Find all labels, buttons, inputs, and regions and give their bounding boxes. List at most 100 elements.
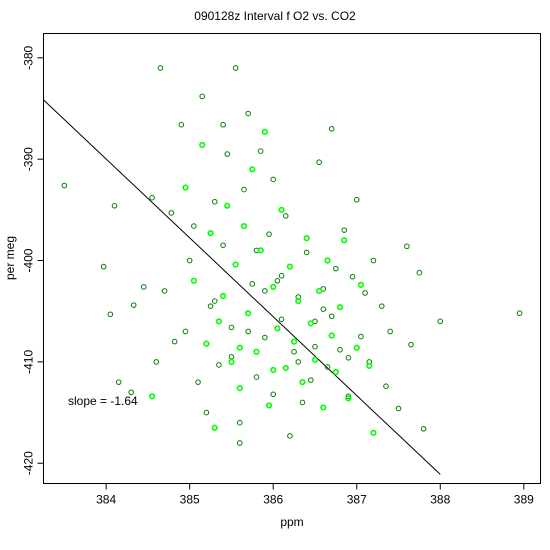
x-tick-label: 386 — [263, 493, 283, 507]
data-point-bright — [236, 385, 243, 392]
data-point — [349, 273, 356, 280]
data-point-bright — [261, 128, 268, 135]
data-point — [236, 419, 243, 426]
data-point-bright — [203, 340, 210, 347]
data-point — [203, 409, 210, 416]
data-point — [211, 198, 218, 205]
data-point-bright — [182, 184, 189, 191]
chart-title: 090128z Interval f O2 vs. CO2 — [194, 9, 356, 23]
data-point-bright — [324, 257, 331, 264]
data-point — [257, 148, 264, 154]
data-point — [262, 334, 268, 341]
data-point — [168, 210, 175, 216]
y-tick-label: -420 — [22, 451, 36, 475]
data-point — [437, 318, 444, 325]
data-point-bright — [257, 247, 264, 254]
data-point — [387, 328, 393, 335]
data-point — [153, 359, 160, 365]
data-point-bright — [303, 235, 310, 242]
data-point-bright — [270, 366, 277, 374]
x-tick-label: 389 — [514, 493, 534, 507]
x-tick-label: 388 — [430, 493, 450, 507]
data-point — [199, 93, 206, 100]
x-axis-label: ppm — [280, 515, 303, 529]
data-point — [253, 374, 260, 380]
data-point-bright — [240, 222, 248, 230]
data-point — [299, 399, 306, 406]
data-point — [140, 284, 147, 290]
data-point-bright — [345, 395, 352, 402]
data-point — [171, 338, 178, 345]
data-point-bright — [278, 206, 285, 213]
data-point — [316, 159, 322, 166]
data-point — [130, 302, 137, 308]
y-tick-label: -380 — [22, 45, 36, 69]
data-point-bright — [295, 297, 302, 305]
data-point-bright — [249, 166, 256, 173]
data-point — [274, 277, 281, 284]
data-point-bright — [370, 429, 377, 436]
data-point-bright — [245, 310, 252, 317]
data-point — [245, 110, 251, 117]
data-point — [186, 257, 193, 264]
plot-frame — [43, 33, 541, 484]
data-point — [270, 176, 277, 183]
data-point — [270, 391, 277, 398]
data-point — [328, 125, 335, 132]
data-point-bright — [199, 141, 206, 149]
data-point — [333, 265, 339, 272]
fit-line-group — [43, 99, 441, 475]
data-point-bright — [311, 356, 319, 363]
data-point — [278, 316, 285, 323]
x-tick-label: 384 — [96, 493, 116, 507]
data-point-bright — [236, 344, 243, 351]
data-point — [416, 269, 423, 276]
data-point — [220, 121, 226, 128]
data-point-bright — [253, 348, 260, 355]
data-point-bright — [341, 237, 348, 244]
data-point — [282, 213, 289, 219]
data-point-bright — [366, 362, 373, 370]
y-tick-label: -410 — [22, 350, 36, 374]
y-axis: -380 -390 -400 -410 -420 — [22, 45, 44, 475]
data-point — [61, 182, 68, 189]
data-point-bright — [299, 379, 306, 386]
data-point-bright — [290, 338, 298, 345]
data-point — [395, 405, 402, 412]
data-point — [149, 194, 155, 201]
data-point-bright — [228, 358, 235, 365]
data-point — [420, 425, 427, 432]
data-point — [236, 440, 243, 446]
y-axis-label: per meg — [3, 236, 17, 280]
data-point-bright — [307, 320, 314, 327]
data-point-bright — [211, 424, 218, 431]
data-point — [182, 328, 189, 335]
data-point — [408, 341, 414, 348]
y-tick-label: -390 — [22, 147, 36, 171]
data-point — [211, 298, 218, 304]
data-point — [362, 290, 368, 296]
data-point-bright — [219, 292, 227, 300]
data-point-bright — [215, 318, 223, 325]
data-point-bright — [320, 404, 327, 411]
data-point — [157, 65, 164, 71]
data-point — [241, 186, 247, 193]
data-point — [266, 231, 272, 237]
data-point — [115, 379, 122, 385]
data-point-bright — [232, 261, 239, 268]
data-point — [303, 249, 310, 256]
data-point — [320, 306, 327, 312]
data-point-bright — [286, 263, 294, 270]
data-point-bright — [353, 344, 360, 351]
data-point — [341, 227, 348, 233]
data-point — [228, 354, 235, 360]
regression-line — [43, 99, 441, 475]
data-point — [324, 364, 331, 370]
data-point — [358, 333, 364, 340]
x-tick-label: 385 — [180, 493, 200, 507]
data-point — [232, 65, 239, 71]
data-point-bright — [332, 368, 339, 376]
data-point — [224, 151, 231, 157]
data-point — [249, 281, 256, 287]
